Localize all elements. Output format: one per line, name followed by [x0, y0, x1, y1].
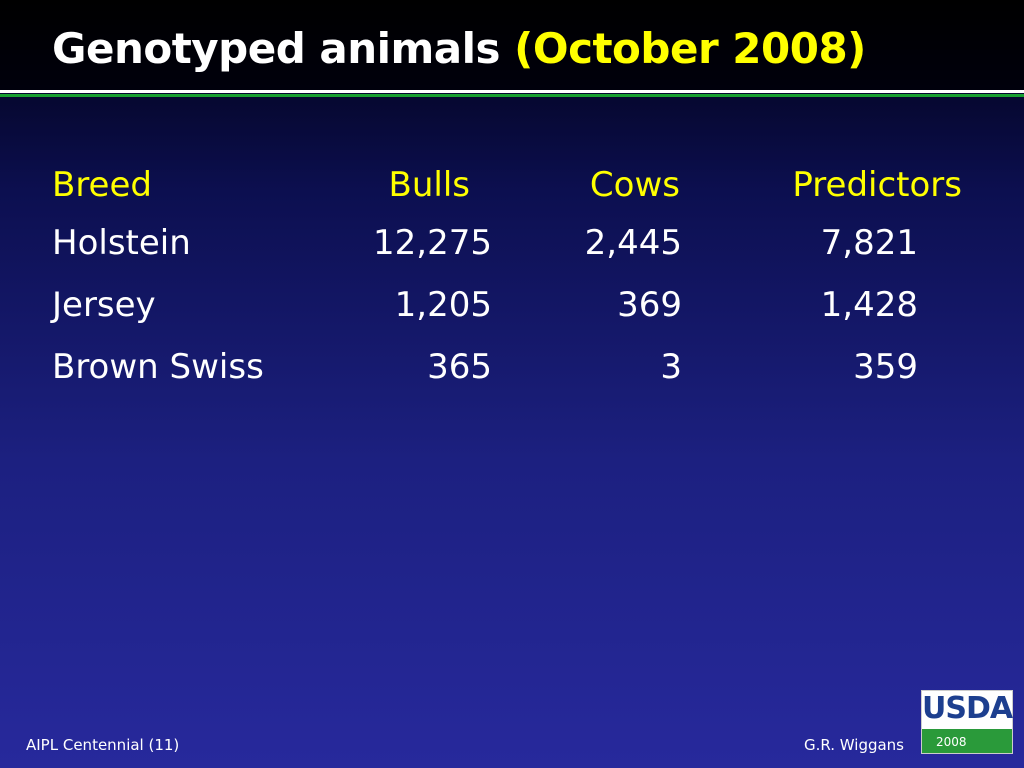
cell-value: 12,275	[373, 223, 492, 263]
row-label: Holstein	[52, 223, 191, 263]
cell-value: 1,205	[394, 285, 492, 325]
cell-value: 3	[660, 347, 682, 387]
rule	[0, 94, 1024, 97]
cell-value: 7,821	[820, 223, 918, 263]
logo-name: USDA	[922, 691, 1013, 726]
cell-value: 359	[853, 347, 918, 387]
logo-band	[922, 729, 1012, 753]
title-bar	[0, 0, 1024, 90]
title-highlight: (October 2008)	[514, 24, 866, 73]
column-header: Cows	[589, 165, 680, 205]
footer-left: AIPL Centennial (11)	[26, 736, 180, 754]
row-label: Jersey	[52, 285, 156, 325]
cell-value: 2,445	[584, 223, 682, 263]
footer-right: G.R. Wiggans	[803, 736, 904, 754]
logo-year: 2008	[936, 735, 967, 749]
cell-value: 1,428	[820, 285, 918, 325]
title: Genotyped animals (October 2008)	[52, 24, 866, 73]
row-label: Brown Swiss	[52, 347, 264, 387]
title-text: Genotyped animals	[52, 24, 501, 73]
logo: USDA 2008	[921, 690, 1013, 754]
column-header: Predictors	[792, 165, 962, 205]
cell-value: 369	[617, 285, 682, 325]
column-header: Breed	[52, 165, 152, 205]
rule	[0, 90, 1024, 93]
cell-value: 365	[427, 347, 492, 387]
column-header: Bulls	[388, 165, 470, 205]
